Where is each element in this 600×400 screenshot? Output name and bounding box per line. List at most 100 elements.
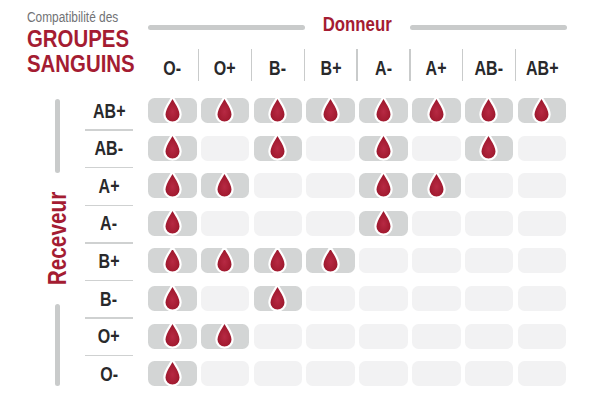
compat-cell-B+-AB- xyxy=(465,248,514,273)
blood-drop-icon xyxy=(319,245,342,275)
blood-compatibility-chart: Compatibilité des GROUPES SANGUINS Donne… xyxy=(0,0,600,400)
compat-cell-A--A+ xyxy=(412,211,461,236)
receiver-row-label-O-: O- xyxy=(85,362,133,386)
compat-cell-AB--B+ xyxy=(306,136,355,161)
compat-cell-A+-AB+ xyxy=(518,173,567,198)
column-divider xyxy=(251,49,253,81)
column-divider xyxy=(409,49,411,81)
title-line-2: SANGUINS xyxy=(27,51,154,76)
donor-col-header-text: B+ xyxy=(320,56,341,80)
compat-cell-AB+-AB- xyxy=(465,98,514,123)
blood-drop-icon xyxy=(213,320,236,350)
compat-cell-AB+-AB+ xyxy=(518,98,567,123)
row-divider xyxy=(85,205,133,207)
compat-cell-AB+-A+ xyxy=(412,98,461,123)
compat-cell-A--A- xyxy=(359,211,408,236)
receiver-row-label-text: B- xyxy=(101,287,118,311)
compat-cell-AB--A- xyxy=(359,136,408,161)
blood-drop-icon xyxy=(477,95,500,125)
donor-col-header-text: AB- xyxy=(475,56,503,80)
donor-axis-line-right xyxy=(410,25,567,30)
title-eyebrow-text: Compatibilité des xyxy=(27,9,118,26)
donor-col-header-text: O- xyxy=(163,56,181,80)
blood-drop-icon xyxy=(213,95,236,125)
compat-cell-B--A- xyxy=(359,286,408,311)
compat-cell-O+-A+ xyxy=(412,324,461,349)
blood-drop-icon xyxy=(161,132,184,162)
column-divider xyxy=(356,49,358,81)
receiver-row-label-B+: B+ xyxy=(85,249,133,273)
blood-drop-icon xyxy=(530,95,553,125)
title-line-2-text: SANGUINS xyxy=(27,51,135,76)
column-divider xyxy=(462,49,464,81)
compat-cell-O+-B+ xyxy=(306,324,355,349)
donor-col-header-text: A+ xyxy=(426,56,447,80)
blood-drop-icon xyxy=(372,95,395,125)
receiver-row-label-A-: A- xyxy=(85,211,133,235)
compat-cell-O+-B- xyxy=(254,324,303,349)
donor-col-header-text: A- xyxy=(375,56,392,80)
column-divider xyxy=(515,49,517,81)
compat-cell-O--B+ xyxy=(306,361,355,386)
blood-drop-icon xyxy=(372,207,395,237)
compat-cell-B+-B- xyxy=(254,248,303,273)
compat-cell-AB--O- xyxy=(148,136,197,161)
chart-title: Compatibilité des GROUPES SANGUINS xyxy=(27,9,154,76)
row-divider xyxy=(85,167,133,169)
compat-cell-O+-A- xyxy=(359,324,408,349)
compat-cell-A+-B- xyxy=(254,173,303,198)
donor-col-header-B+: B+ xyxy=(306,56,355,80)
receiver-row-label-AB-: AB- xyxy=(85,136,133,160)
compat-cell-B--O+ xyxy=(201,286,250,311)
compat-cell-O--O- xyxy=(148,361,197,386)
receiver-row-label-text: B+ xyxy=(99,249,120,273)
row-divider xyxy=(85,317,133,319)
compat-cell-A+-AB- xyxy=(465,173,514,198)
compat-cell-O--B- xyxy=(254,361,303,386)
compat-cell-B--B- xyxy=(254,286,303,311)
compat-cell-B+-A- xyxy=(359,248,408,273)
compat-cell-AB+-O+ xyxy=(201,98,250,123)
compat-cell-AB+-O- xyxy=(148,98,197,123)
blood-drop-icon xyxy=(161,170,184,200)
compat-cell-A+-A+ xyxy=(412,173,461,198)
compat-cell-B+-AB+ xyxy=(518,248,567,273)
compat-cell-B+-O+ xyxy=(201,248,250,273)
donor-col-header-A+: A+ xyxy=(412,56,461,80)
blood-drop-icon xyxy=(266,95,289,125)
row-divider xyxy=(85,280,133,282)
donor-col-header-AB-: AB- xyxy=(465,56,514,80)
compat-cell-A--B+ xyxy=(306,211,355,236)
blood-drop-icon xyxy=(372,170,395,200)
compat-cell-B--B+ xyxy=(306,286,355,311)
compat-cell-O+-AB+ xyxy=(518,324,567,349)
donor-col-header-text: B- xyxy=(269,56,286,80)
compat-cell-O--A+ xyxy=(412,361,461,386)
compat-cell-B--AB- xyxy=(465,286,514,311)
donor-col-header-O+: O+ xyxy=(201,56,250,80)
compat-cell-A+-B+ xyxy=(306,173,355,198)
compat-cell-A--O- xyxy=(148,211,197,236)
compat-cell-AB--AB+ xyxy=(518,136,567,161)
receiver-row-label-B-: B- xyxy=(85,287,133,311)
compat-cell-O--O+ xyxy=(201,361,250,386)
column-divider xyxy=(198,49,200,81)
blood-drop-icon xyxy=(161,207,184,237)
row-divider xyxy=(85,129,133,131)
blood-drop-icon xyxy=(372,132,395,162)
donor-col-header-A-: A- xyxy=(359,56,408,80)
compat-cell-B--O- xyxy=(148,286,197,311)
column-divider xyxy=(304,49,306,81)
donor-col-header-O-: O- xyxy=(148,56,197,80)
receiver-row-label-A+: A+ xyxy=(85,174,133,198)
compat-cell-AB--O+ xyxy=(201,136,250,161)
title-line-1-text: GROUPES xyxy=(27,26,129,51)
row-divider xyxy=(85,355,133,357)
blood-drop-icon xyxy=(266,283,289,313)
compat-cell-AB--A+ xyxy=(412,136,461,161)
compat-cell-O--AB+ xyxy=(518,361,567,386)
blood-drop-icon xyxy=(161,95,184,125)
donor-axis-label-text: Donneur xyxy=(323,12,392,36)
blood-drop-icon xyxy=(161,320,184,350)
compat-cell-A--AB- xyxy=(465,211,514,236)
